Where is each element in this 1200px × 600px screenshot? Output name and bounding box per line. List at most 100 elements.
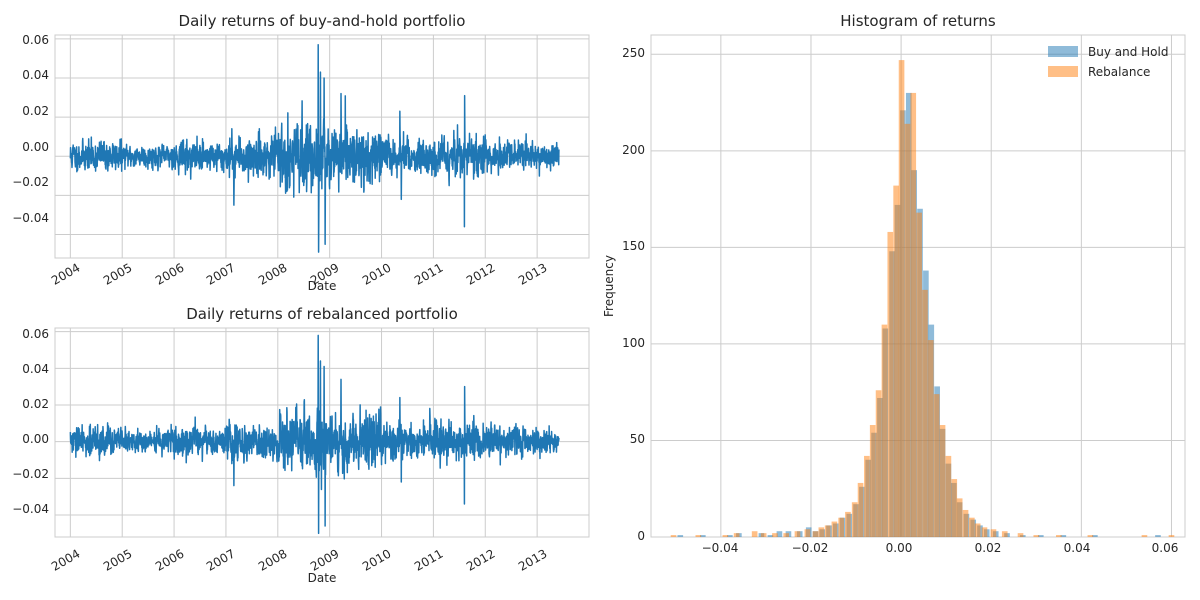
histogram-bar-rebalance [864,455,870,537]
x-tick-label: −0.02 [792,541,829,555]
legend: Buy and Hold Rebalance [1048,45,1168,79]
histogram-bar-rebalance [1033,535,1040,537]
legend-label-buy-and-hold: Buy and Hold [1088,45,1168,59]
histogram-bar-buy-and-hold [727,535,733,537]
x-tick-label: 2013 [516,546,549,573]
histogram-bar-rebalance [851,502,858,537]
legend-label-rebalance: Rebalance [1088,65,1150,79]
buy-hold-returns-panel: 0.06 0.04 0.02 0.00 −0.02 −0.04 2004 200… [12,12,590,293]
histogram-bar-rebalance [910,92,917,538]
rebalanced-returns-panel: 0.06 0.04 0.02 0.00 −0.02 −0.04 2004 200… [12,305,590,585]
y-tick-label: 0.02 [22,104,49,118]
y-tick-label: −0.04 [12,211,49,225]
x-tick-label: 0.00 [886,541,913,555]
x-tick-labels: −0.04 −0.02 0.00 0.02 0.04 0.06 [702,541,1179,555]
x-tick-label: 2012 [464,260,497,287]
histogram-bar-buy-and-hold [1155,535,1161,537]
histogram-bar-rebalance [962,509,969,537]
histogram-bar-rebalance [695,535,702,537]
histogram-bar-buy-and-hold [1060,535,1067,537]
histogram-bar-rebalance [956,498,963,537]
series-line [69,44,560,253]
x-tick-label: 2008 [256,546,289,573]
returns-histogram-panel: 250 200 150 100 50 0 −0.04 −0.02 0.00 0.… [602,12,1186,555]
x-tick-label: 2007 [204,546,237,573]
legend-swatch-rebalance [1048,66,1078,77]
histogram-bar-rebalance [933,394,940,537]
y-tick-label: −0.02 [12,467,49,481]
y-tick-labels: 250 200 150 100 50 0 [622,46,645,543]
chart-title: Daily returns of rebalanced portfolio [186,305,458,323]
y-tick-label: 250 [622,46,645,60]
histogram-bar-rebalance [812,531,819,537]
y-tick-label: 0.04 [22,362,49,376]
histogram-bar-rebalance [783,533,789,537]
histogram-bar-buy-and-hold [700,535,706,537]
histogram-bar-rebalance [1001,531,1008,537]
histogram-bar-rebalance [845,511,851,537]
histogram-bar-rebalance [869,425,876,537]
x-tick-label: 2010 [360,546,393,573]
x-tick-label: 2004 [49,260,82,287]
y-tick-label: 0.02 [22,397,49,411]
histogram-bar-rebalance [670,535,677,537]
histogram-bar-rebalance [922,289,928,537]
histogram-bar-rebalance [939,425,946,537]
histogram-bar-rebalance [733,533,740,537]
x-tick-label: 2009 [308,546,341,573]
x-tick-label: 2005 [101,260,134,287]
chart-title: Daily returns of buy-and-hold portfolio [179,12,466,30]
x-tick-label: 2006 [153,260,186,287]
histogram-bar-rebalance [887,231,894,537]
x-tick-label: 2010 [360,260,393,287]
histogram-bar-buy-and-hold [1037,535,1044,537]
y-tick-label: 150 [622,239,645,253]
y-tick-label: 0.00 [22,432,49,446]
x-tick-label: 2011 [412,546,445,573]
y-tick-label: 0.06 [22,327,49,341]
y-tick-label: 200 [622,143,645,157]
x-tick-labels: 2004 2005 2006 2007 2008 2009 2010 2011 … [49,260,549,287]
x-tick-label: 2004 [49,546,82,573]
histogram-bar-rebalance [1017,533,1024,537]
series-line [69,334,560,535]
y-axis-label: Frequency [602,255,616,317]
x-tick-labels: 2004 2005 2006 2007 2008 2009 2010 2011 … [49,546,549,573]
histogram-bar-rebalance [969,517,975,537]
x-axis-label: Date [308,571,337,585]
histogram-bar-rebalance [893,185,899,537]
histogram-bar-rebalance [772,533,778,537]
y-tick-label: 0.06 [22,33,49,47]
x-tick-label: 0.06 [1152,541,1179,555]
x-tick-label: 0.04 [1064,541,1091,555]
y-tick-label: 100 [622,336,645,350]
histogram-bar-buy-and-hold [767,535,774,537]
histogram-bar-rebalance [1087,535,1094,537]
y-tick-label: 0.00 [22,140,49,154]
histogram-bar-buy-and-hold [677,535,684,537]
x-axis-label: Date [308,279,337,293]
y-tick-label: 0 [637,529,645,543]
histogram-bar-buy-and-hold [776,531,783,537]
x-tick-label: 2007 [204,260,237,287]
histogram-bar-rebalance [904,123,911,537]
histogram-bar-rebalance [857,482,864,537]
returns-line [69,44,560,253]
histogram-bar-rebalance [1168,535,1175,537]
histogram-bar-rebalance [751,531,758,537]
histogram-bar-rebalance [981,527,988,537]
y-tick-labels: 0.06 0.04 0.02 0.00 −0.02 −0.04 [12,327,49,516]
histogram-bar-rebalance [804,529,811,537]
x-tick-label: 2006 [153,546,186,573]
histogram-bar-rebalance [722,535,729,537]
histogram-bar-rebalance [875,390,882,537]
chart-title: Histogram of returns [840,12,996,30]
histogram-bar-rebalance [881,324,888,537]
histogram-bar-rebalance [794,531,801,537]
histogram-bar-buy-and-hold [1092,535,1098,537]
x-tick-label: 0.02 [975,541,1002,555]
y-tick-labels: 0.06 0.04 0.02 0.00 −0.02 −0.04 [12,33,49,225]
x-tick-label: 2005 [101,546,134,573]
